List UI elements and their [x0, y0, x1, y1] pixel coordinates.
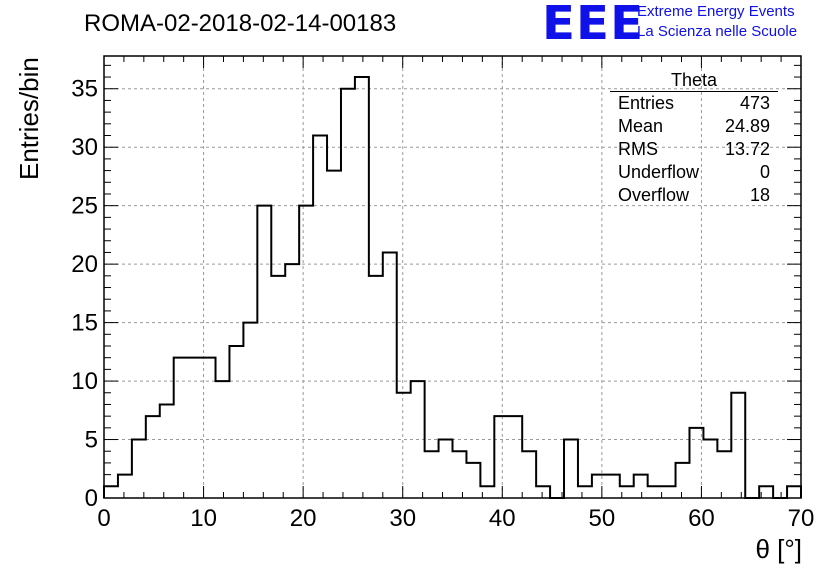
histogram-bin — [104, 486, 118, 498]
histogram-bin — [634, 475, 648, 498]
y-tick-label: 30 — [71, 134, 98, 161]
histogram-bin — [731, 393, 745, 498]
y-tick-label: 15 — [71, 310, 98, 337]
histogram-bin — [578, 486, 592, 498]
x-axis-label: θ [°] — [755, 534, 802, 564]
histogram-bin — [132, 440, 146, 498]
x-tick-label: 70 — [788, 505, 815, 532]
logo-caption-line1: Extreme Energy Events — [637, 3, 795, 20]
y-tick-label: 5 — [85, 427, 98, 454]
x-tick-label: 20 — [290, 505, 317, 532]
histogram-bin — [313, 136, 327, 498]
histogram-bin — [202, 358, 216, 498]
stats-row-overflow: Overflow 18 — [610, 184, 778, 207]
y-tick-label: 25 — [71, 193, 98, 220]
histogram-bin — [508, 416, 522, 498]
histogram-bin — [216, 381, 230, 498]
histogram-bin — [243, 323, 257, 498]
y-tick-label: 10 — [71, 368, 98, 395]
histogram-bin — [369, 276, 383, 498]
x-tick-label: 10 — [190, 505, 217, 532]
histogram-bin — [383, 252, 397, 498]
stats-box: Theta Entries 473 Mean 24.89 RMS 13.72 Unde… — [610, 70, 778, 207]
stats-row-mean: Mean 24.89 — [610, 115, 778, 138]
histogram-bin — [425, 451, 439, 498]
histogram-bin — [341, 89, 355, 498]
histogram-bin — [564, 440, 578, 498]
stats-value: 18 — [749, 185, 770, 205]
tick-labels: 0 10 20 30 40 50 60 70 0 5 10 15 20 25 30 35 — [71, 76, 814, 532]
histogram-bin — [327, 171, 341, 498]
histogram-bin — [188, 358, 202, 498]
histogram-bin — [648, 486, 662, 498]
histogram-bin — [522, 451, 536, 498]
y-tick-label: 35 — [71, 76, 98, 103]
plot-frame — [103, 55, 802, 499]
histogram-bin — [285, 264, 299, 498]
histogram-bin — [453, 451, 467, 498]
histogram-bin — [439, 440, 453, 498]
axis-ticks — [103, 56, 802, 499]
stats-title: Theta — [610, 70, 778, 92]
stats-value: 13.72 — [724, 139, 770, 159]
histogram-bin — [536, 486, 550, 498]
y-tick-label: 0 — [85, 485, 98, 512]
x-tick-label: 50 — [589, 505, 616, 532]
stats-row-underflow: Underflow 0 — [610, 161, 778, 184]
stats-value: 0 — [759, 162, 770, 182]
stats-value: 473 — [739, 93, 770, 113]
histogram-bin — [592, 475, 606, 498]
histogram-bin — [299, 206, 313, 498]
histogram-bin — [411, 381, 425, 498]
logo-caption-line2: La Scienza nelle Scuole — [637, 23, 798, 40]
stats-label: Mean — [618, 116, 664, 136]
histogram-bin — [676, 463, 690, 498]
stats-row-rms: RMS 13.72 — [610, 138, 778, 161]
x-tick-label: 0 — [97, 505, 110, 532]
histogram-outline — [103, 76, 802, 499]
y-tick-label: 20 — [71, 251, 98, 278]
histogram-bin — [397, 393, 411, 498]
stats-label: Overflow — [618, 185, 690, 205]
histogram-bin — [606, 475, 620, 498]
histogram-bin — [703, 440, 717, 498]
histogram-bin — [118, 475, 132, 498]
histogram-bin — [174, 358, 188, 498]
stats-row-entries: Entries 473 — [610, 92, 778, 115]
histogram-bin — [257, 206, 271, 498]
histogram-bars — [103, 76, 802, 499]
x-tick-label: 30 — [389, 505, 416, 532]
x-tick-label: 40 — [489, 505, 516, 532]
stats-value: 24.89 — [724, 116, 770, 136]
stats-label: Underflow — [618, 162, 700, 182]
histogram-bin — [717, 451, 731, 498]
stats-label: Entries — [618, 93, 675, 113]
histogram-bin — [355, 77, 369, 498]
histogram-bin — [662, 486, 676, 498]
histogram-bin — [229, 346, 243, 498]
x-tick-label: 60 — [688, 505, 715, 532]
histogram-bin — [494, 416, 508, 498]
stats-label: RMS — [618, 139, 658, 159]
histogram-bin — [466, 463, 480, 498]
plot-title: ROMA-02-2018-02-14-00183 — [84, 10, 397, 37]
y-axis-label: Entries/bin — [14, 57, 44, 180]
eee-logo: EEE — [542, 0, 645, 50]
histogram-bin — [160, 404, 174, 498]
histogram-bin — [271, 276, 285, 498]
logo-caption: Extreme Energy Events La Scienza nelle S… — [637, 2, 797, 42]
histogram-bin — [146, 416, 160, 498]
histogram-bin — [787, 486, 801, 498]
